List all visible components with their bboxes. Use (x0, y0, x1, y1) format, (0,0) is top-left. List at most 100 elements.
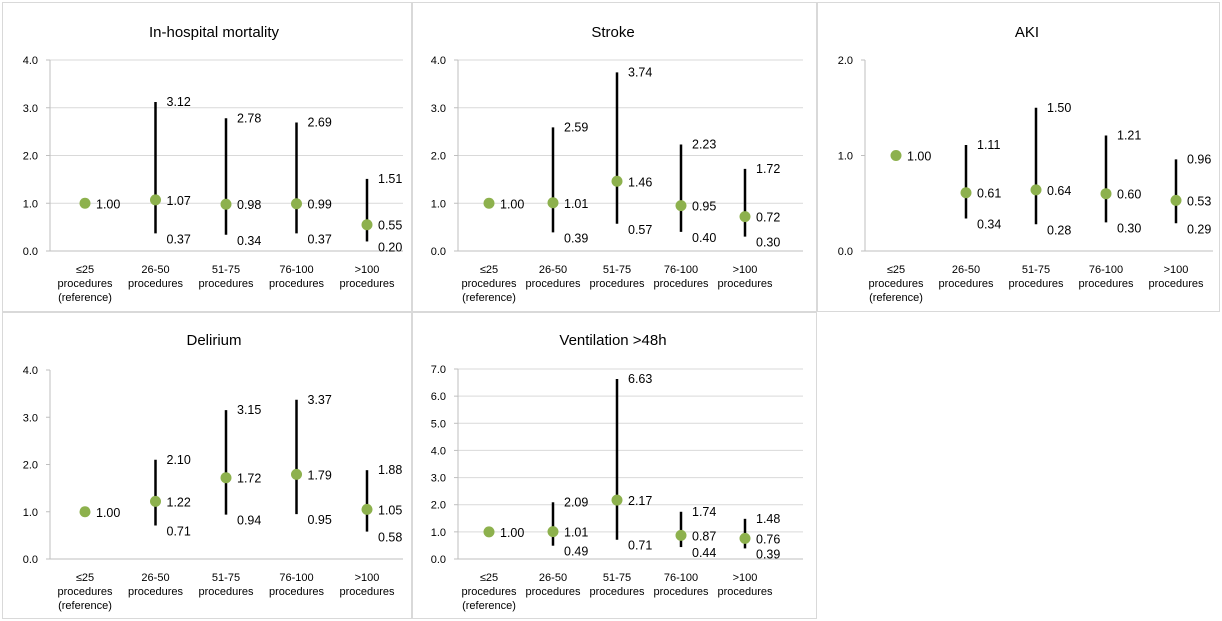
upper-bound-label: 1.74 (692, 505, 716, 519)
lower-bound-label: 0.39 (756, 547, 780, 561)
estimate-point (547, 197, 559, 209)
x-category-line: 76-100 (664, 572, 698, 584)
y-tick-label: 4.0 (23, 365, 38, 377)
chart-panel-stroke: Stroke 0.0 1.0 2.0 3.0 4.0 ≤25 procedures (refer… (412, 2, 817, 312)
y-tick-label: 3.0 (431, 103, 446, 115)
estimate-point (361, 503, 373, 515)
upper-bound-label: 6.63 (628, 372, 652, 386)
x-category-line: 51-75 (212, 572, 240, 584)
x-category-line: procedures (717, 278, 773, 290)
upper-bound-label: 2.78 (237, 111, 261, 125)
estimate-label: 1.00 (500, 526, 524, 540)
x-category-line: procedures (128, 586, 184, 598)
estimate-point (79, 197, 91, 209)
x-category-label: >100 procedures (717, 572, 773, 598)
estimate-point (890, 150, 902, 161)
y-tick-label: 6.0 (431, 391, 446, 403)
estimate-label: 1.01 (564, 526, 588, 540)
y-tick-label: 1.0 (431, 198, 446, 210)
estimate-label: 0.98 (237, 198, 261, 212)
upper-bound-label: 2.10 (167, 453, 191, 467)
x-category-label: >100 procedures (339, 264, 395, 290)
estimate-label: 0.55 (378, 219, 402, 233)
chart-aki: AKI 0.0 1.0 2.0 ≤25 procedures (reference) 26-5… (838, 24, 1213, 304)
lower-bound-label: 0.30 (1117, 221, 1141, 235)
x-category-line: procedures (525, 586, 581, 598)
estimate-point (960, 187, 972, 199)
estimate-point (150, 495, 161, 507)
x-category-label: 76-100 procedures (1078, 264, 1134, 290)
y-tick-label: 3.0 (23, 103, 38, 115)
estimate-label: 1.00 (96, 197, 120, 211)
x-category-line: procedures (589, 278, 645, 290)
lower-bound-label: 0.49 (564, 545, 588, 559)
x-category-line: procedures (461, 586, 517, 598)
chart-stroke: Stroke 0.0 1.0 2.0 3.0 4.0 ≤25 procedures (refer… (431, 24, 803, 304)
x-category-line: procedures (589, 586, 645, 598)
chart-panel-in-hospital-mortality: In-hospital mortality 0.0 1.0 2.0 3.0 4.0 ≤25 p… (2, 2, 412, 312)
upper-bound-label: 2.59 (564, 120, 588, 134)
x-category-line: >100 (733, 264, 758, 276)
estimate-point (739, 532, 751, 544)
x-category-line: procedures (938, 278, 994, 290)
y-tick-label: 1.0 (23, 507, 38, 519)
x-category-label: 51-75 procedures (1008, 264, 1064, 290)
x-category-line: procedures (128, 278, 184, 290)
estimate-label: 0.99 (308, 198, 332, 212)
x-category-line: procedures (198, 278, 254, 290)
estimate-point (1030, 184, 1042, 196)
estimate-point (1170, 194, 1182, 206)
upper-bound-label: 2.23 (692, 138, 716, 152)
y-tick-label: 1.0 (431, 527, 446, 539)
estimate-label: 0.95 (692, 200, 716, 214)
chart-ventilation: Ventilation >48h 0.0 1.0 2.0 3.0 4.0 5.0 6.0 7.0… (431, 332, 803, 612)
x-category-line: procedures (57, 586, 113, 598)
x-category-label: 76-100 procedures (653, 572, 709, 598)
y-tick-label: 5.0 (431, 418, 446, 430)
estimate-point (483, 526, 495, 538)
x-category-line: 26-50 (539, 264, 567, 276)
x-category-line: ≤25 (76, 264, 94, 276)
x-category-line: 76-100 (664, 264, 698, 276)
estimate-label: 0.64 (1047, 184, 1071, 198)
x-category-label: >100 procedures (717, 264, 773, 290)
x-category-label: 51-75 procedures (589, 264, 645, 290)
lower-bound-label: 0.57 (628, 223, 652, 237)
x-category-line: 51-75 (212, 264, 240, 276)
estimate-point (220, 198, 232, 210)
estimate-label: 0.76 (756, 532, 780, 546)
x-category-line: procedures (269, 278, 325, 290)
estimate-label: 1.00 (500, 197, 524, 211)
lower-bound-label: 0.44 (692, 546, 716, 560)
x-category-line: ≤25 (887, 264, 905, 276)
x-category-line: procedures (717, 586, 773, 598)
estimate-label: 1.00 (907, 150, 931, 164)
x-category-line: 76-100 (279, 264, 313, 276)
estimate-label: 0.61 (977, 187, 1001, 201)
estimate-point (611, 494, 623, 506)
x-category-line: 26-50 (539, 572, 567, 584)
x-category-label: 51-75 procedures (589, 572, 645, 598)
upper-bound-label: 1.72 (756, 162, 780, 176)
y-tick-label: 2.0 (431, 500, 446, 512)
y-tick-label: 2.0 (838, 55, 853, 67)
y-tick-label: 0.0 (23, 246, 38, 258)
x-category-label: 26-50 procedures (938, 264, 994, 290)
x-category-label: 51-75 procedures (198, 572, 254, 598)
x-category-line: procedures (1008, 278, 1064, 290)
lower-bound-label: 0.40 (692, 231, 716, 245)
x-category-line: procedures (1148, 278, 1204, 290)
estimate-label: 1.07 (167, 194, 191, 208)
estimate-label: 0.53 (1187, 194, 1211, 208)
x-category-line: 26-50 (141, 572, 169, 584)
x-category-line: (reference) (462, 292, 516, 304)
x-category-line: 26-50 (141, 264, 169, 276)
x-category-line: 51-75 (1022, 264, 1050, 276)
chart-in-hospital-mortality: In-hospital mortality 0.0 1.0 2.0 3.0 4.0 ≤25 p… (23, 24, 403, 304)
chart-panel-aki: AKI 0.0 1.0 2.0 ≤25 procedures (reference) 26-5… (817, 2, 1220, 312)
lower-bound-label: 0.95 (308, 513, 332, 527)
x-category-label: ≤25 procedures (reference) (461, 264, 517, 304)
x-category-line: procedures (868, 278, 924, 290)
x-category-line: ≤25 (480, 572, 498, 584)
x-category-label: ≤25 procedures (reference) (868, 264, 924, 304)
